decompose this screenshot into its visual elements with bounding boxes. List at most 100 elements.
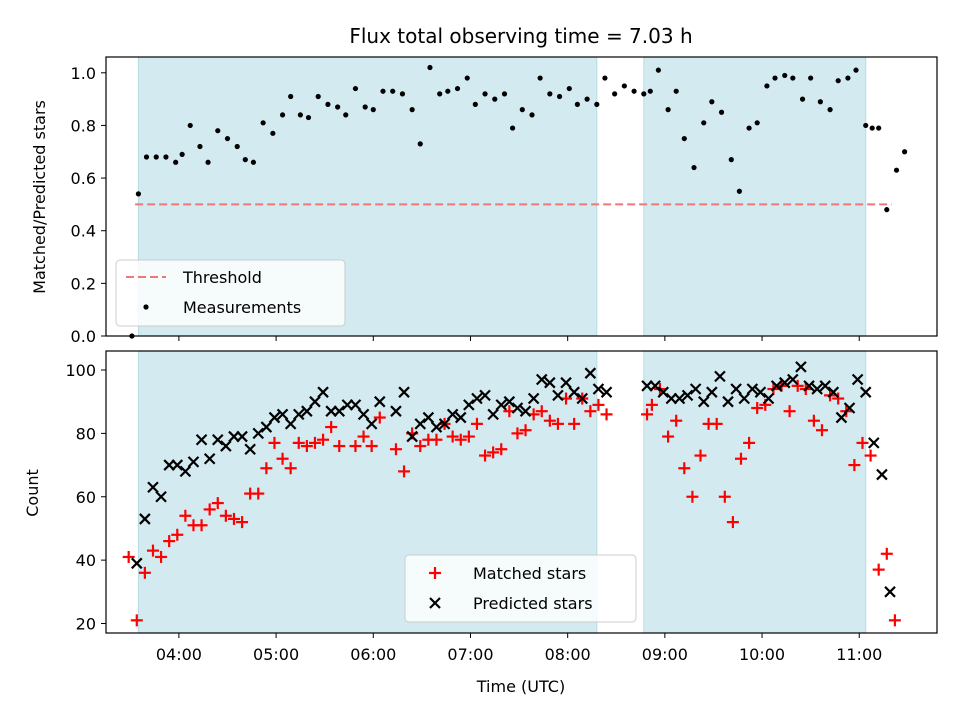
matched-star-point [122, 550, 135, 563]
predicted-star-point [770, 380, 783, 392]
predicted-star-point [851, 373, 864, 386]
y-tick-label: 40 [76, 551, 96, 570]
matched-star-point [495, 443, 508, 456]
predicted-star-point [738, 392, 751, 405]
matched-star-point [171, 528, 184, 541]
predicted-star-point [762, 392, 775, 405]
measurement-point [399, 91, 406, 97]
predicted-star-point [673, 392, 686, 405]
predicted-star-point [859, 386, 872, 398]
measurements-legend-swatch [143, 304, 149, 310]
chart-title: Flux total observing time = 7.03 h [349, 24, 692, 48]
measurement-point [250, 159, 257, 165]
matched-star-point [718, 490, 731, 503]
measurement-point [764, 83, 770, 89]
measurement-point [325, 101, 331, 107]
measurement-point [673, 88, 679, 94]
measurement-point [270, 130, 276, 136]
top-y-axis-label: Matched/Predicted stars [30, 100, 49, 294]
predicted-star-point [220, 440, 232, 452]
matched-star-point [276, 452, 289, 465]
matched-star-point [357, 430, 370, 443]
measurement-point [772, 75, 778, 81]
matched-star-point [300, 440, 313, 453]
measurement-point [736, 188, 742, 194]
measurement-point [584, 96, 590, 102]
predicted-star-point [560, 376, 572, 389]
measurement-point [754, 120, 760, 126]
measurement-point [790, 75, 796, 81]
matched-star-point [551, 417, 564, 430]
measurement-point [234, 143, 240, 150]
predicted-star-point [503, 395, 516, 408]
predicted-star-point [811, 383, 823, 395]
matched-star-point [130, 614, 143, 627]
matched-star-point [317, 433, 330, 446]
measurement-point [709, 99, 715, 105]
predicted-star-point [203, 452, 216, 465]
predicted-star-point [843, 402, 856, 414]
matched-star-point [252, 487, 265, 500]
measurement-point [893, 167, 900, 173]
measurement-point [352, 85, 359, 92]
x-tick-label: 04:00 [156, 645, 202, 664]
matched-star-point [645, 398, 658, 411]
measurement-point [631, 88, 637, 94]
matched-star-point [454, 433, 467, 446]
measurement-point [242, 157, 248, 163]
measurement-point [482, 91, 488, 97]
measurement-point [409, 107, 415, 113]
measurement-point [343, 112, 349, 118]
y-tick-label: 100 [65, 361, 96, 380]
predicted-star-point [333, 405, 346, 417]
predicted-star-point [139, 513, 151, 525]
measurement-point [547, 91, 553, 97]
top-legend: Threshold Measurements [115, 259, 346, 327]
matched-stars-legend-label: Matched stars [473, 564, 586, 583]
predicted-star-point [390, 405, 402, 417]
matched-star-point [815, 424, 828, 437]
predicted-star-point [211, 433, 224, 446]
matched-stars-series [122, 379, 901, 627]
matched-star-point [743, 436, 756, 449]
matched-star-point [864, 449, 877, 462]
measurement-point [380, 88, 386, 94]
observing-window [643, 56, 867, 337]
predicted-star-point [519, 405, 532, 417]
measurement-point [602, 75, 608, 81]
predicted-star-point [155, 490, 167, 503]
matched-star-point [519, 424, 532, 437]
measurement-point [808, 75, 814, 81]
measurement-point [799, 96, 806, 102]
x-tick-label: 07:00 [447, 645, 493, 664]
matched-star-point [568, 417, 581, 430]
predicted-stars-series [130, 361, 896, 598]
matched-star-point [710, 417, 723, 430]
predicted-star-point [438, 418, 451, 430]
matched-star-point [373, 411, 386, 424]
measurement-point [260, 120, 266, 126]
measurement-point [297, 112, 303, 118]
predicted-star-point [697, 395, 710, 408]
matched-star-point [791, 379, 804, 392]
measurement-point [509, 125, 516, 131]
matched-star-point [138, 566, 151, 579]
top-legend-box [115, 259, 346, 327]
predicted-star-point [454, 411, 467, 424]
predicted-star-point [544, 376, 556, 389]
predicted-star-point [787, 373, 799, 386]
matched-star-point [227, 512, 240, 525]
measurement-point [362, 104, 368, 110]
predicted-star-point [706, 386, 718, 398]
measurement-point [279, 112, 286, 118]
matched-star-point [236, 516, 249, 529]
measurement-point [691, 164, 697, 171]
predicted-star-point [868, 437, 880, 449]
matched-star-point [195, 519, 208, 532]
x-tick-label: 11:00 [836, 645, 882, 664]
matched-star-point [389, 443, 402, 456]
bottom-legend: Matched stars Predicted stars [404, 554, 637, 623]
predicted-star-point [147, 481, 159, 494]
matched-star-point [211, 497, 224, 510]
